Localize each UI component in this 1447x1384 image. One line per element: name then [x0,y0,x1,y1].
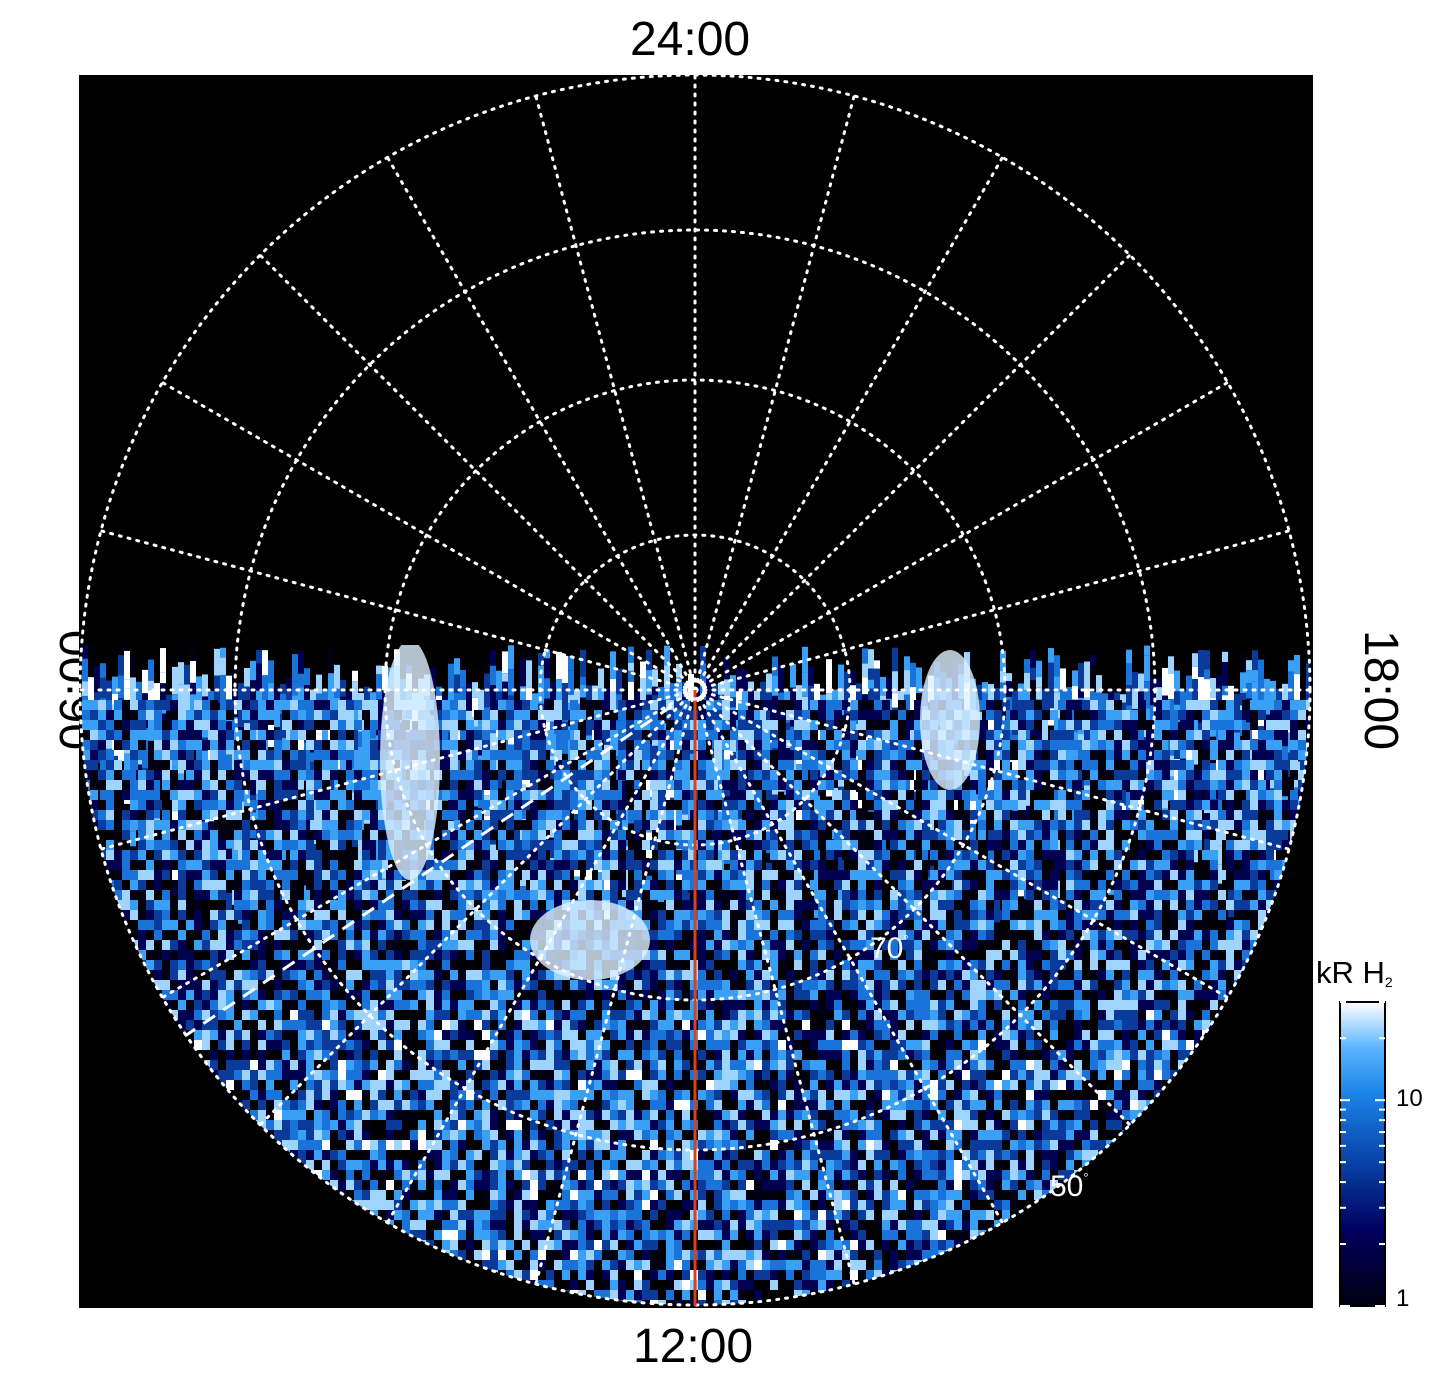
latitude-label-70: 70° [870,932,909,965]
meridian-line [534,94,697,692]
pole-marker [684,679,706,701]
meridian-line [534,688,697,1286]
meridian-line [386,155,697,692]
meridian-line [693,253,1132,692]
local-time-label-top: 24:00 [630,13,751,66]
latitude-label-50: 50° [1050,1170,1089,1203]
colorbar-ticks [1340,1001,1385,1307]
dashed-track-line [184,704,673,1038]
colorbar [1339,1001,1386,1307]
meridian-line [693,688,856,1286]
local-time-label-bottom: 12:00 [633,1320,754,1373]
meridian-line [386,688,697,1225]
meridian-line [693,94,856,692]
meridian-line [99,688,697,851]
meridian-line [160,688,697,999]
meridian-line [160,381,697,692]
meridian-line [693,529,1291,692]
meridian-line [693,688,1291,851]
meridian-line [693,381,1230,692]
meridian-line [693,155,1004,692]
meridian-line [693,688,1230,999]
meridian-line [693,688,1132,1127]
colorbar-title: kR H2 [1316,955,1393,990]
meridian-line [258,253,697,692]
colorbar-tick-label-10: 10 [1396,1085,1423,1112]
colorbar-tick-label-1: 1 [1396,1285,1410,1312]
meridian-line [99,529,697,692]
meridian-line [258,688,697,1127]
meridian-line [693,688,1004,1225]
